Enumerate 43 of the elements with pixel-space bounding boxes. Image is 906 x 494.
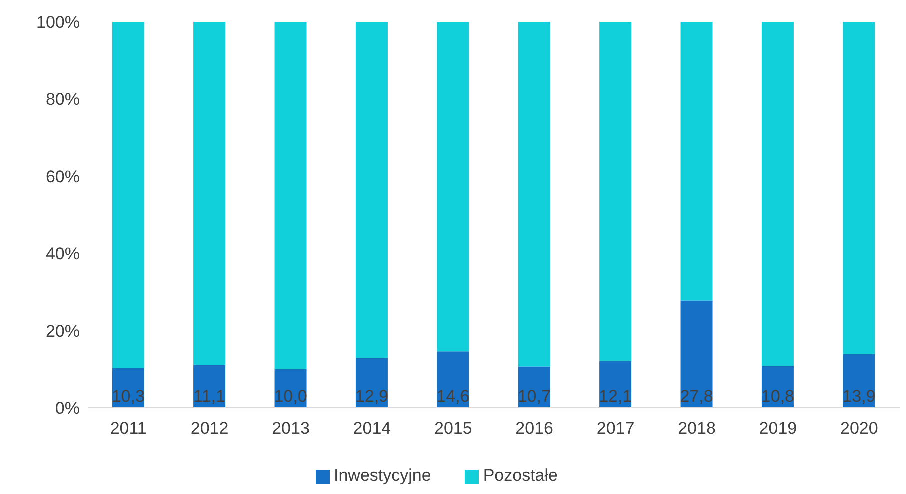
bar <box>274 22 307 370</box>
bar <box>680 300 713 408</box>
bar <box>843 354 876 408</box>
bar <box>600 361 632 408</box>
x-tick-label: 2020 <box>840 419 878 438</box>
x-tick-label: 2012 <box>190 419 229 438</box>
legend-label: Pozostałe <box>483 466 558 485</box>
data-label: 12,9 <box>355 387 389 406</box>
bar <box>194 22 226 366</box>
x-tick-label: 2016 <box>516 419 554 438</box>
bar <box>600 22 632 362</box>
y-tick-label: 80% <box>46 90 80 110</box>
data-label: 27,8 <box>680 387 714 406</box>
x-tick-label: 2015 <box>434 419 472 438</box>
x-tick-label: 2018 <box>678 419 716 438</box>
x-tick-label: 2014 <box>353 419 392 438</box>
data-label: 12,1 <box>599 387 632 406</box>
y-tick-label: 60% <box>46 167 80 186</box>
legend-label: Inwestycyjne <box>334 466 432 485</box>
bar <box>356 358 388 408</box>
bar <box>437 352 470 408</box>
x-tick-label: 2017 <box>596 419 635 438</box>
data-label: 10,3 <box>112 387 145 406</box>
y-tick-label: 20% <box>46 322 80 341</box>
bar <box>762 22 794 366</box>
bar <box>843 22 876 354</box>
bar <box>112 22 144 368</box>
bar <box>194 365 226 408</box>
x-tick-label: 2019 <box>759 419 798 438</box>
data-label: 10,7 <box>518 387 551 406</box>
bar <box>680 22 713 301</box>
data-label: 13,9 <box>842 387 876 406</box>
x-tick-label: 2013 <box>272 419 310 438</box>
y-tick-label: 40% <box>46 244 80 264</box>
y-tick-label: 100% <box>36 13 80 32</box>
data-label: 10,8 <box>761 387 795 406</box>
y-tick-label: 0% <box>55 399 80 418</box>
bar <box>518 22 550 367</box>
bar <box>356 22 388 358</box>
x-tick-label: 2011 <box>110 419 147 438</box>
bar <box>437 22 470 352</box>
data-label: 11,1 <box>194 387 226 406</box>
data-label: 14,6 <box>436 387 470 406</box>
